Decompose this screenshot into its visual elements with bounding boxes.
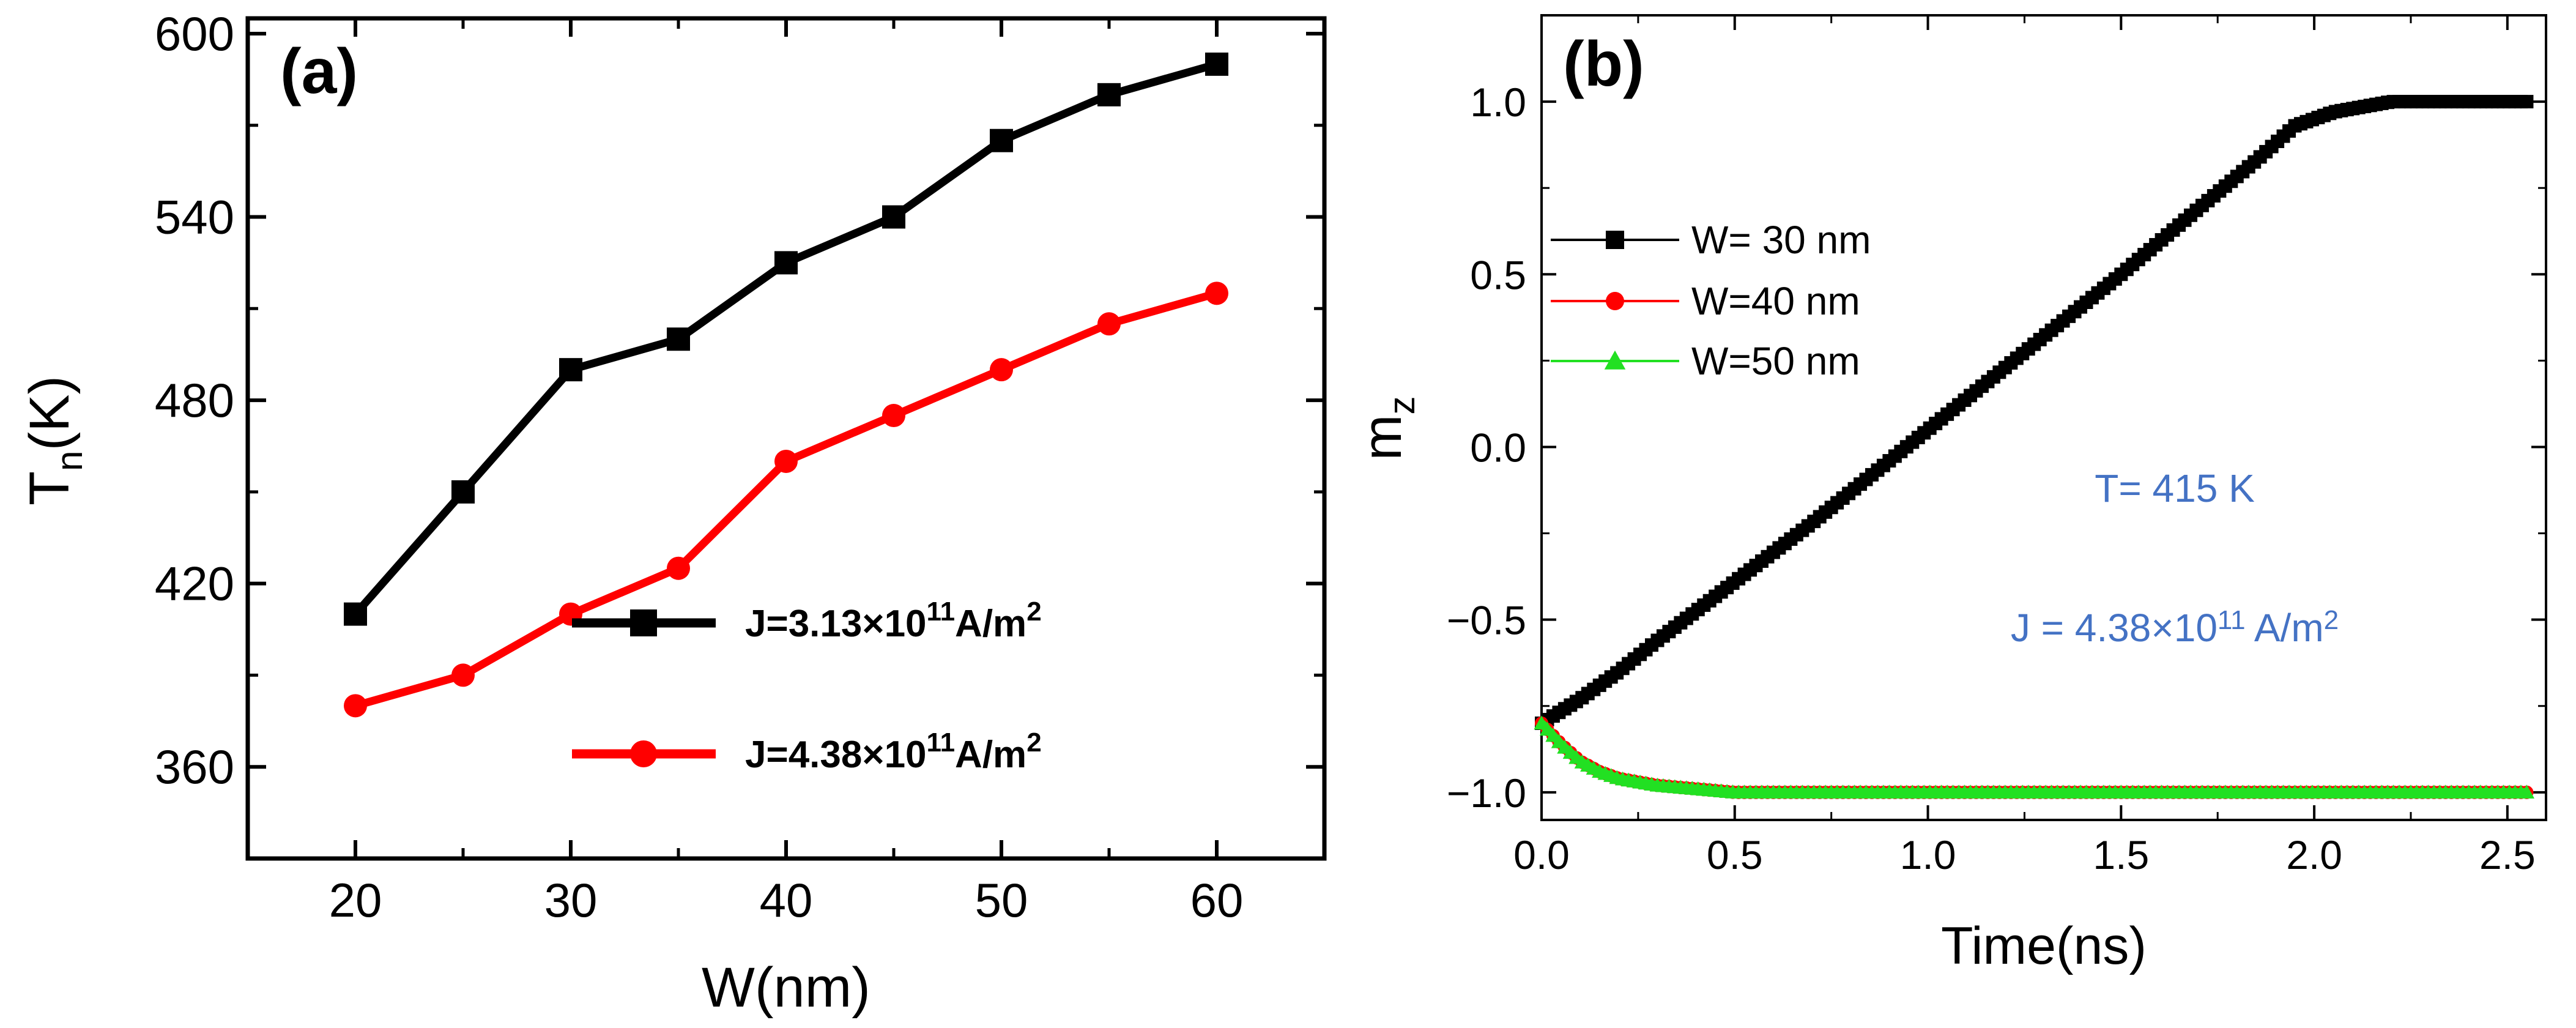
- data-point-a-1: [1097, 312, 1121, 336]
- y-tick-label-a: 600: [155, 7, 234, 61]
- y-tick-label-b: 1.0: [1470, 80, 1526, 125]
- x-tick-label-b: 2.5: [2479, 832, 2536, 877]
- legend-label-b-0: W= 30 nm: [1691, 218, 1871, 262]
- x-tick-label-a: 60: [1190, 873, 1244, 927]
- data-point-a-1: [344, 694, 367, 718]
- x-axis-label-a: W(nm): [702, 956, 870, 1019]
- data-point-a-1: [774, 449, 798, 473]
- data-point-a-1: [451, 663, 475, 687]
- data-point-a-0: [882, 205, 905, 229]
- legend-marker-b-2: [1604, 350, 1626, 370]
- data-point-a-1: [990, 358, 1013, 382]
- y-tick-label-b: 0.0: [1470, 425, 1526, 470]
- legend-marker-b-1: [1606, 292, 1624, 310]
- data-point-a-0: [1205, 52, 1228, 76]
- legend-marker-a-0: [630, 609, 657, 636]
- x-tick-label-a: 40: [760, 873, 813, 927]
- legend-marker-a-1: [630, 740, 657, 767]
- y-axis-label-a: Tn(K): [18, 376, 90, 505]
- y-tick-label-b: −1.0: [1447, 770, 1526, 816]
- data-point-b-0: [2520, 95, 2534, 109]
- chart-b: 0.0 0.5 1.0 1.5 2.0 2.5 1.0 0.5 0.0 −0.5 −1.0 W= 30…: [1352, 14, 2547, 975]
- x-tick-label-a: 30: [544, 873, 598, 927]
- x-tick-label-b: 1.0: [1900, 832, 1956, 877]
- legend-marker-b-0: [1606, 231, 1624, 249]
- y-tick-label-a: 540: [155, 190, 234, 244]
- panel-label-a: (a): [280, 36, 358, 107]
- legend-label-b-2: W=50 nm: [1691, 339, 1860, 383]
- y-tick-label-b: 0.5: [1470, 252, 1526, 297]
- legend-label-b-1: W=40 nm: [1691, 279, 1860, 323]
- y-tick-label-b: −0.5: [1447, 598, 1526, 643]
- x-axis-label-b: Time(ns): [1941, 917, 2147, 975]
- legend-label-a-1: J=4.38×1011A/m2: [745, 728, 1042, 776]
- data-point-a-0: [344, 602, 367, 626]
- data-point-a-1: [882, 404, 905, 428]
- plot-frame-b: [1540, 14, 2547, 821]
- y-tick-label-a: 480: [155, 373, 234, 427]
- x-tick-label-b: 2.0: [2286, 832, 2342, 877]
- data-point-a-0: [990, 128, 1013, 152]
- x-tick-label-b: 0.0: [1513, 832, 1570, 877]
- panel-label-b: (b): [1563, 29, 1644, 100]
- annotation-current-density: J = 4.38×1011 A/m2: [2011, 605, 2339, 650]
- series-line-a-0: [352, 60, 1218, 617]
- series-markers-b-2: [1534, 715, 2535, 799]
- x-tick-label-a: 20: [329, 873, 382, 927]
- data-point-a-1: [1205, 281, 1228, 305]
- series-markers-b-0: [1535, 95, 2534, 730]
- data-point-a-0: [559, 358, 582, 382]
- data-point-b-2: [2518, 784, 2535, 799]
- data-point-a-0: [451, 480, 475, 504]
- data-point-a-0: [1097, 83, 1121, 106]
- annotation-temperature: T= 415 K: [2095, 466, 2255, 510]
- data-point-a-0: [774, 251, 798, 275]
- plot-frame-a: [245, 16, 1327, 861]
- y-tick-label-a: 420: [155, 557, 234, 611]
- y-tick-label-a: 360: [155, 740, 234, 794]
- data-point-a-0: [667, 327, 690, 351]
- x-tick-label-b: 0.5: [1707, 832, 1763, 877]
- data-point-a-1: [667, 556, 690, 580]
- legend-label-a-0: J=3.13×1011A/m2: [745, 597, 1042, 645]
- y-axis-label-b: mz: [1352, 397, 1422, 461]
- chart-a: 20 30 40 50 60 360 420 480 540 600 J=3.13×1011A/m2…: [18, 7, 1327, 1019]
- x-tick-label-b: 1.5: [2093, 832, 2149, 877]
- x-tick-label-a: 50: [975, 873, 1028, 927]
